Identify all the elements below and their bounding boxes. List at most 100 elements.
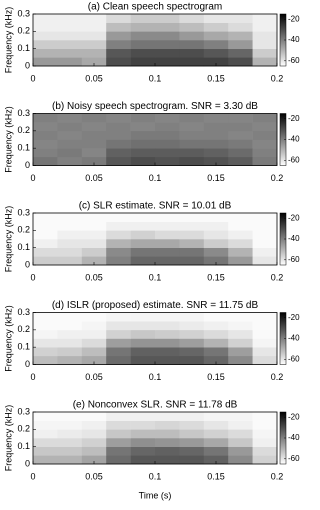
heatmap-cell [252,256,278,266]
heatmap-cell [130,239,156,248]
heatmap-cell [252,48,278,58]
heatmap-cell [130,122,156,132]
x-tick-label: 0 [30,73,35,83]
colorbar-tick-label: -40 [288,234,300,243]
colorbar-tick-label: -20 [288,114,300,123]
panel-title: (e) Nonconvex SLR. SNR = 11.78 dB [73,400,238,411]
heatmap-cell [252,213,278,222]
heatmap-cell [203,122,229,132]
heatmap-cell [203,230,229,240]
x-tick-label: 0.15 [207,272,225,282]
heatmap-cell [228,355,253,365]
heatmap-cell [57,438,83,447]
heatmap-cell [57,139,83,149]
heatmap-cell [33,429,58,439]
heatmap-cell [228,321,253,331]
heatmap-cell [228,31,253,41]
heatmap-cell [33,22,58,32]
colorbar-tick-label: -20 [288,213,300,222]
colorbar-tick-label: -40 [288,334,300,343]
colorbar-tick-label: -40 [288,135,300,144]
heatmap-cell [228,247,253,257]
heatmap-cell [130,321,156,331]
x-tick-label: 0.15 [207,372,225,382]
heatmap-cell [81,57,107,67]
heatmap-cell [130,338,156,348]
heatmap-cell [106,22,131,32]
heatmap-cell [252,338,278,348]
heatmap-cell [81,31,107,41]
heatmap-cell [155,329,180,339]
heatmap-cell [81,230,107,240]
heatmap-cell [252,420,278,430]
heatmap-cell [203,14,229,23]
heatmap-cell [57,230,83,240]
heatmap-cell [228,156,253,166]
y-tick-label: 0.1 [17,43,30,53]
heatmap-cell [81,438,107,447]
heatmap-cell [81,239,107,248]
heatmap-cell [130,429,156,439]
heatmap-cell [130,113,156,123]
x-tick-label: 0.2 [271,372,284,382]
heatmap-cell [57,338,83,348]
heatmap-cell [228,420,253,430]
heatmap-cell [179,420,205,430]
heatmap-cell [106,156,131,166]
heatmap-cell [106,429,131,439]
heatmap-cell [57,57,83,67]
heatmap-cell [228,213,253,222]
x-tick-label: 0.1 [149,272,162,282]
x-tick-label: 0.2 [271,272,284,282]
heatmap-cell [33,455,58,465]
heatmap-cell [155,22,180,32]
y-axis-label: Frequency (kHz) [3,106,13,173]
heatmap-cell [81,446,107,456]
heatmap-cell [155,429,180,439]
heatmap-cell [228,22,253,32]
heatmap-cell [81,48,107,58]
heatmap-cell [252,321,278,331]
heatmap-cell [106,338,131,348]
heatmap-cell [203,420,229,430]
x-tick-label: 0.15 [207,173,225,183]
heatmap-cell [81,312,107,322]
panel-title: (a) Clean speech spectrogram [88,2,223,13]
heatmap-cell [252,446,278,456]
heatmap-cell [130,420,156,430]
heatmap-cell [252,438,278,447]
x-tick-label: 0 [30,471,35,481]
heatmap-cell [33,329,58,339]
heatmap-cell [252,312,278,322]
heatmap-cell [203,31,229,41]
heatmap-cell [106,247,131,257]
y-tick-label: 0.3 [17,307,30,317]
heatmap-cell [155,355,180,365]
panel: (a) Clean speech spectrogram Frequency (k… [3,2,300,84]
heatmap-cell [155,156,180,166]
colorbar-tick-label: -40 [288,433,300,442]
heatmap-cell [106,256,131,266]
heatmap-cell [228,113,253,123]
heatmap-cell [57,213,83,222]
heatmap-cell [130,412,156,421]
heatmap-cell [33,446,58,456]
y-tick-label: 0.1 [17,242,30,252]
y-tick-label: 0.2 [17,125,30,135]
heatmap-cell [228,338,253,348]
heatmap-cell [179,22,205,32]
heatmap-cell [57,412,83,421]
x-tick-label: 0.1 [149,372,162,382]
heatmap-cell [179,338,205,348]
x-tick-label: 0.1 [149,173,162,183]
heatmap-cell [130,40,156,49]
y-tick-label: 0 [25,458,30,468]
heatmap-cell [106,148,131,158]
heatmap-cell [228,438,253,447]
heatmap-cell [33,355,58,365]
heatmap-cell [33,57,58,67]
heatmap-cell [106,221,131,231]
heatmap-cell [179,312,205,322]
heatmap-cell [252,139,278,149]
heatmap-cell [155,247,180,257]
